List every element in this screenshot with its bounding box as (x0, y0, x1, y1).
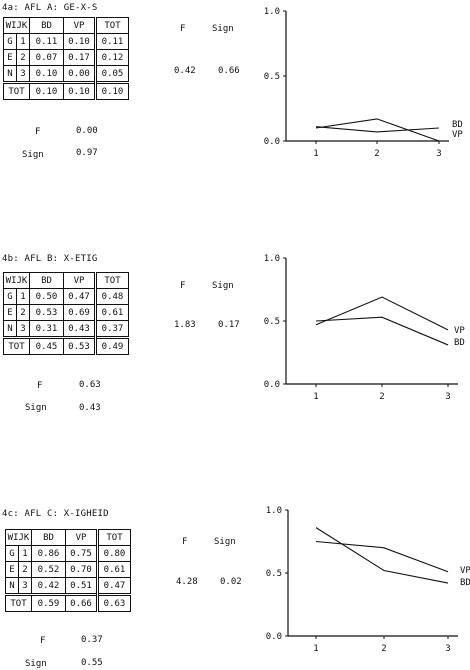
y-tick-label: 0.5 (266, 569, 282, 579)
panel-4b: 4b: AFL B: X-ETIG WIJK BD VP TOT G 1 0.5… (0, 250, 470, 480)
series-label-bd: BD (460, 578, 470, 588)
bottom-f-value: 0.37 (81, 635, 103, 645)
total-cell: 0.10 (95, 81, 129, 100)
total-cell: 0.53 (63, 336, 97, 355)
x-tick-label: 3 (445, 644, 450, 654)
series-label-vp: VP (460, 566, 470, 576)
x-tick-label: 2 (381, 644, 386, 654)
series-line-bd (315, 126, 440, 133)
bottom-sign-label: Sign (25, 403, 47, 413)
x-tick-label: 2 (374, 149, 379, 159)
table-cell: 0.80 (97, 545, 131, 562)
y-tick-label: 1.0 (266, 506, 282, 516)
bottom-f-label: F (35, 127, 41, 137)
panel-4a: 4a: AFL A: GE-X-S WIJK BD VP TOT G 1 0.1… (0, 0, 470, 220)
series-label-vp: VP (454, 326, 465, 336)
bottom-sign-label: Sign (25, 659, 47, 669)
x-tick-label: 1 (313, 149, 318, 159)
series-label-bd: BD (454, 338, 465, 348)
f-label: F (180, 24, 186, 34)
bottom-f-label: F (40, 636, 46, 646)
total-cell: 0.63 (97, 593, 131, 612)
f-value: 4.28 (176, 577, 198, 587)
series-line-vp (315, 540, 449, 573)
sign-label: Sign (212, 24, 234, 34)
table-cell: 0.11 (95, 33, 129, 50)
x-tick-label: 3 (445, 392, 450, 402)
total-cell: 0.10 (63, 81, 97, 100)
y-tick-label: 0.0 (264, 137, 280, 147)
series-line-vp (315, 296, 449, 331)
series-line-bd (315, 527, 449, 584)
series-label-vp: VP (452, 130, 463, 140)
bottom-f-value: 0.63 (79, 380, 101, 390)
series-label-bd: BD (452, 120, 463, 130)
f-label: F (180, 281, 186, 291)
total-cell: 0.10 (29, 81, 64, 100)
panel-title: 4c: AFL C: X-IGHEID (2, 509, 109, 519)
panel-title: 4b: AFL B: X-ETIG (2, 254, 98, 264)
series-line-bd (315, 316, 449, 346)
sign-value: 0.02 (220, 577, 242, 587)
sign-value: 0.66 (218, 66, 240, 76)
sign-value: 0.17 (218, 320, 240, 330)
y-tick-label: 1.0 (264, 254, 280, 264)
y-tick-label: 0.5 (264, 317, 280, 327)
table-cell: 0.00 (63, 65, 97, 83)
y-tick-label: 1.0 (264, 7, 280, 17)
panel-4c: 4c: AFL C: X-IGHEID WIJK BD VP TOT G 1 0… (0, 505, 470, 670)
y-tick-label: 0.5 (264, 72, 280, 82)
total-cell: 0.59 (31, 593, 66, 612)
bottom-f-label: F (37, 381, 43, 391)
y-tick-label: 0.0 (264, 380, 280, 390)
bottom-sign-value: 0.97 (76, 148, 98, 158)
sign-label: Sign (212, 281, 234, 291)
crosstab-table: WIJK BD VP TOT G 1 0.86 0.75 0.80 E 2 0.… (5, 529, 131, 612)
x-tick-label: 2 (379, 392, 384, 402)
f-label: F (182, 537, 188, 547)
f-value: 0.42 (174, 66, 196, 76)
bottom-sign-value: 0.55 (81, 658, 103, 668)
x-tick-label: 1 (313, 644, 318, 654)
bottom-f-value: 0.00 (76, 126, 98, 136)
x-tick-label: 1 (313, 392, 318, 402)
table-cell: 0.69 (63, 304, 97, 321)
x-tick-label: 3 (436, 149, 441, 159)
bottom-sign-label: Sign (22, 150, 44, 160)
series-line-vp (315, 118, 440, 142)
bottom-sign-value: 0.43 (79, 403, 101, 413)
sign-label: Sign (214, 537, 236, 547)
panel-title: 4a: AFL A: GE-X-S (2, 3, 98, 13)
total-cell: 0.66 (65, 593, 99, 612)
crosstab-table: WIJK BD VP TOT G 1 0.11 0.10 0.11 E 2 0.… (3, 17, 129, 100)
total-cell: 0.49 (95, 336, 129, 355)
y-tick-label: 0.0 (266, 632, 282, 642)
crosstab-table: WIJK BD VP TOT G 1 0.50 0.47 0.48 E 2 0.… (3, 272, 129, 355)
f-value: 1.83 (174, 320, 196, 330)
